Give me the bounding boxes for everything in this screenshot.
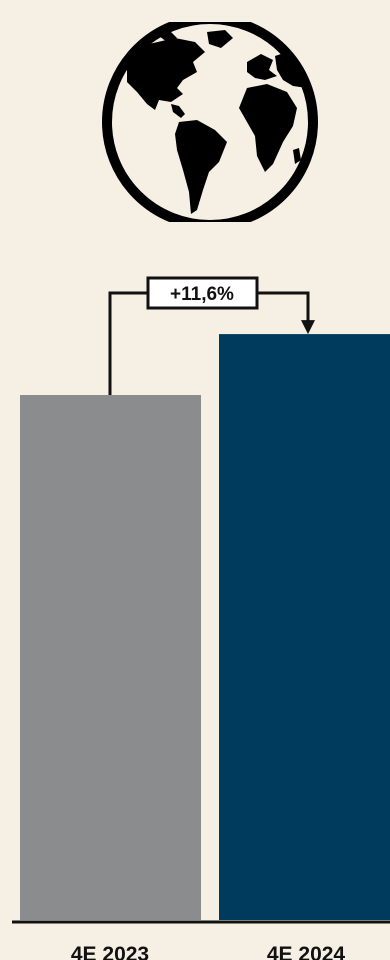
change-label: +11,6%: [170, 284, 234, 305]
x-tick-label: 4E 2024: [267, 943, 346, 960]
change-arrowhead: [301, 320, 315, 334]
x-tick-label: 4E 2023: [71, 943, 149, 960]
bar-1: [219, 334, 390, 920]
bar-0: [20, 395, 201, 920]
